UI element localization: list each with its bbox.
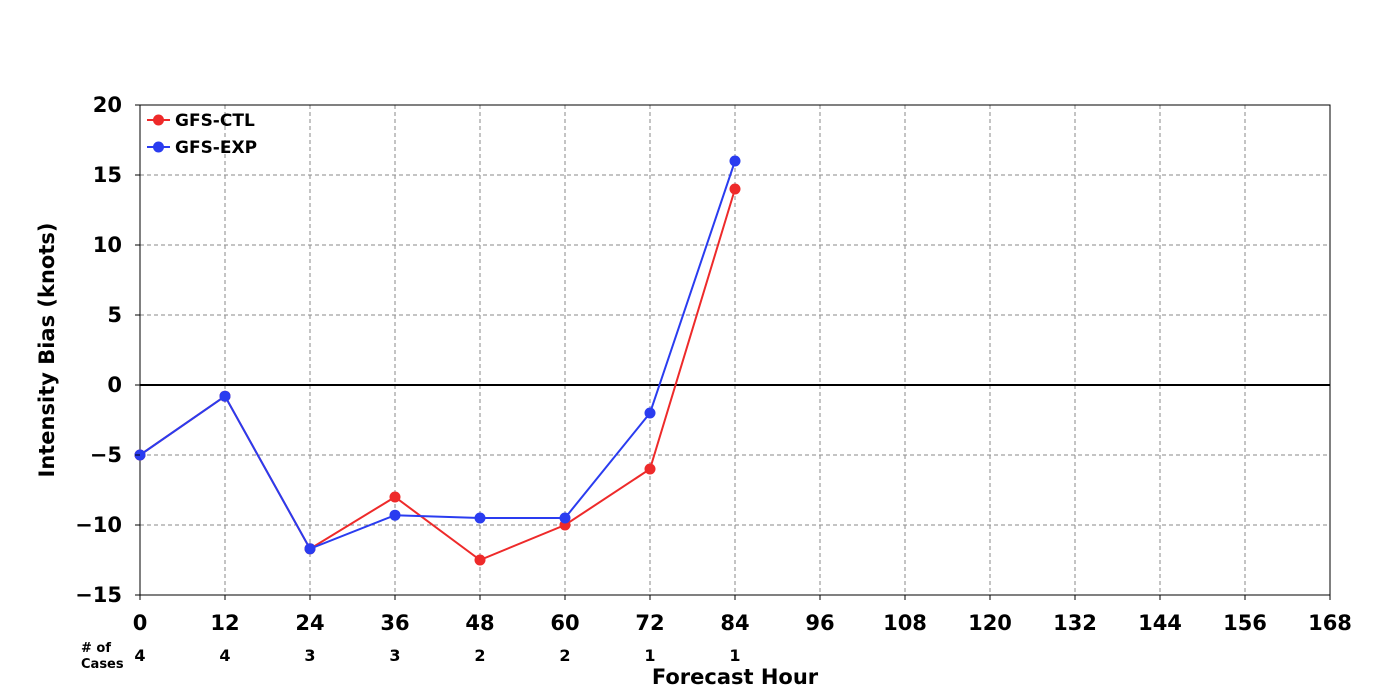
x-tick-label: 72 bbox=[635, 611, 664, 635]
cases-label-line1: # of bbox=[81, 641, 111, 656]
data-point-gfs-exp bbox=[389, 509, 401, 521]
legend-swatch-marker-gfs-exp bbox=[153, 141, 164, 153]
case-count: 4 bbox=[134, 646, 145, 665]
legend-label-gfs-exp: GFS-EXP bbox=[175, 138, 257, 158]
series-layer bbox=[134, 155, 741, 566]
x-tick-label: 12 bbox=[210, 611, 239, 635]
x-tick-label: 132 bbox=[1053, 611, 1097, 635]
y-tick-label: 5 bbox=[107, 303, 122, 327]
y-tick-label: −5 bbox=[90, 443, 122, 467]
y-axis-title: Intensity Bias (knots) bbox=[35, 223, 59, 478]
data-point-gfs-exp bbox=[219, 390, 231, 402]
y-tick-label: −10 bbox=[75, 513, 122, 537]
x-tick-label: 60 bbox=[550, 611, 579, 635]
case-count: 4 bbox=[219, 646, 230, 665]
x-tick-label: 84 bbox=[720, 611, 749, 635]
x-tick-label: 156 bbox=[1223, 611, 1267, 635]
y-tick-label: 15 bbox=[93, 163, 122, 187]
grid-lines bbox=[140, 105, 1330, 595]
x-axis-title: Forecast Hour bbox=[652, 665, 819, 689]
y-tick-label: −15 bbox=[75, 583, 122, 607]
x-tick-label: 48 bbox=[465, 611, 494, 635]
legend: GFS-CTL GFS-EXP bbox=[147, 111, 257, 158]
y-tick-label: 0 bbox=[107, 373, 122, 397]
case-count: 2 bbox=[474, 646, 485, 665]
data-point-gfs-ctl bbox=[389, 491, 401, 503]
x-tick-label: 168 bbox=[1308, 611, 1352, 635]
x-tick-label: 120 bbox=[968, 611, 1012, 635]
case-count: 1 bbox=[729, 646, 740, 665]
y-tick-label: 10 bbox=[93, 233, 122, 257]
y-axis-ticks: −15 −10 −5 0 5 10 15 20 bbox=[75, 93, 140, 607]
x-tick-label: 24 bbox=[295, 611, 324, 635]
legend-swatch-marker-gfs-ctl bbox=[153, 114, 164, 126]
data-point-gfs-ctl bbox=[729, 183, 741, 195]
case-count: 2 bbox=[559, 646, 570, 665]
data-point-gfs-ctl bbox=[474, 554, 486, 566]
data-point-gfs-exp bbox=[729, 155, 741, 167]
x-tick-label: 144 bbox=[1138, 611, 1182, 635]
x-tick-label: 96 bbox=[805, 611, 834, 635]
x-tick-label: 0 bbox=[133, 611, 148, 635]
data-point-gfs-ctl bbox=[644, 463, 656, 475]
case-count: 3 bbox=[389, 646, 400, 665]
data-point-gfs-exp bbox=[304, 543, 316, 555]
cases-row: # of Cases 4 4 3 3 2 2 1 1 bbox=[81, 641, 741, 672]
case-count: 3 bbox=[304, 646, 315, 665]
data-point-gfs-exp bbox=[644, 407, 656, 419]
x-tick-label: 36 bbox=[380, 611, 409, 635]
cases-label-line2: Cases bbox=[81, 657, 124, 672]
x-tick-label: 108 bbox=[883, 611, 927, 635]
series-line-gfs-exp bbox=[139, 160, 736, 551]
data-point-gfs-exp bbox=[559, 512, 571, 524]
data-point-gfs-exp bbox=[474, 512, 486, 524]
case-count: 1 bbox=[644, 646, 655, 665]
y-tick-label: 20 bbox=[93, 93, 122, 117]
legend-label-gfs-ctl: GFS-CTL bbox=[175, 111, 255, 131]
x-axis-ticks: 0 12 24 36 48 60 72 84 96 108 120 132 144 156 168 bbox=[133, 595, 1352, 635]
